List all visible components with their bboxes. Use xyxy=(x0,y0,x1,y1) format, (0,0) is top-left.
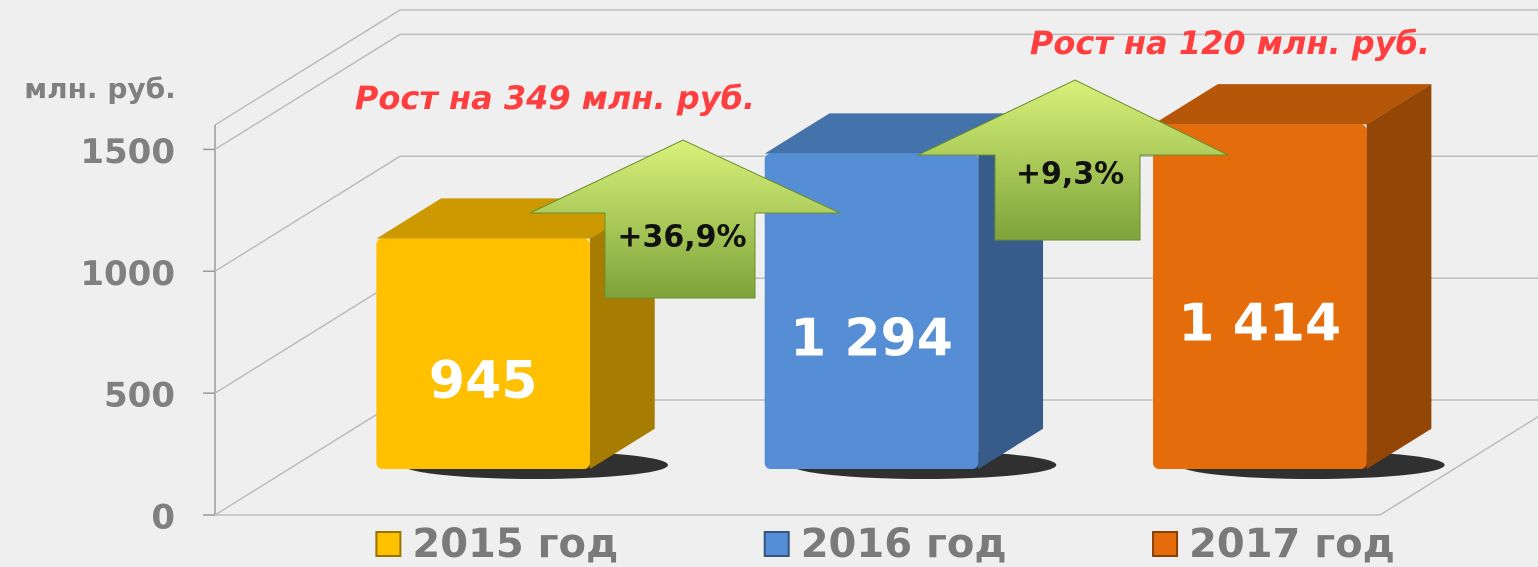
bar xyxy=(1153,124,1367,470)
grid-line xyxy=(214,33,1538,151)
y-tick-label: 1500 xyxy=(80,132,175,172)
legend-label: 2015 год xyxy=(412,521,618,567)
floor xyxy=(215,415,1538,516)
annotation: +36,9% xyxy=(617,220,746,255)
value-label: 1 294 xyxy=(790,308,953,368)
y-tick-label: 0 xyxy=(151,498,175,538)
bar xyxy=(376,238,590,469)
legend-swatch xyxy=(375,531,402,557)
y-tick-label: 500 xyxy=(104,376,175,416)
value-label: 1 414 xyxy=(1178,294,1341,354)
annotation: +9,3% xyxy=(1016,157,1124,192)
legend-label: 2017 год xyxy=(1189,521,1395,567)
bar-top xyxy=(1153,84,1432,125)
legend-swatch xyxy=(1152,531,1179,557)
bars xyxy=(376,84,1445,479)
wall xyxy=(214,9,1538,126)
growth-arrow xyxy=(529,79,1229,299)
value-label: 945 xyxy=(429,351,538,411)
annotation: Рост на 349 млн. руб. xyxy=(355,79,755,117)
annotation: Рост на 120 млн. руб. xyxy=(1030,24,1430,62)
legend-swatch xyxy=(763,531,790,557)
y-unit-label: млн. руб. xyxy=(24,72,176,105)
legend-label: 2016 год xyxy=(801,521,1007,567)
bar xyxy=(764,153,979,469)
y-tick-label: 1000 xyxy=(80,254,175,294)
bar-side xyxy=(1366,84,1432,470)
